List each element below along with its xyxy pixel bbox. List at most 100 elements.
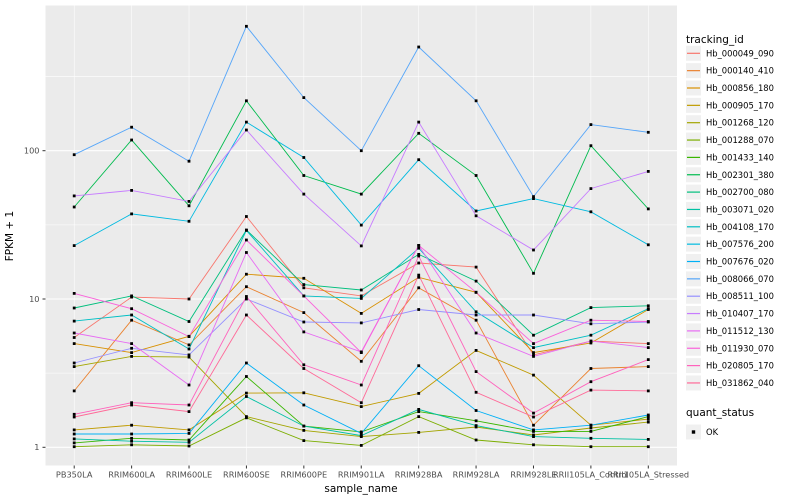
legend-item-Hb_011930_070: Hb_011930_070	[686, 340, 774, 356]
x-tick-label: RRIM928BA	[395, 470, 443, 480]
data-point	[130, 355, 133, 358]
data-point	[130, 403, 133, 407]
data-point	[589, 388, 593, 392]
data-point	[417, 308, 421, 311]
legend-item-Hb_008511_100: Hb_008511_100	[686, 288, 774, 304]
data-point	[245, 272, 248, 276]
data-point	[417, 415, 421, 418]
data-point	[532, 355, 535, 358]
data-point	[474, 313, 478, 317]
x-tick-label: RRII105LA_Stressed	[607, 470, 689, 480]
data-point	[532, 353, 535, 357]
data-point	[187, 444, 191, 448]
data-point	[359, 401, 363, 405]
data-point	[72, 153, 76, 157]
data-point	[130, 423, 133, 427]
legend-quant-key: OK	[686, 424, 719, 440]
data-point	[474, 265, 478, 269]
data-point	[72, 205, 76, 209]
data-point	[474, 390, 478, 394]
data-point	[646, 320, 650, 323]
data-point	[417, 408, 421, 411]
data-point	[187, 343, 191, 347]
data-point	[417, 131, 421, 135]
data-point	[72, 342, 76, 345]
data-point	[302, 320, 306, 324]
data-point	[474, 99, 478, 103]
data-point	[532, 430, 535, 433]
data-point	[245, 375, 248, 378]
data-point	[302, 96, 306, 99]
data-point	[417, 286, 421, 290]
data-point	[646, 415, 650, 418]
data-point	[532, 443, 535, 447]
data-point	[130, 443, 133, 447]
data-point	[646, 346, 650, 349]
data-point	[302, 192, 306, 196]
x-tick-label: RRIM600PE	[281, 470, 328, 480]
data-point	[417, 45, 421, 49]
data-point	[359, 192, 363, 196]
data-point	[72, 428, 76, 432]
data-point	[359, 434, 363, 437]
legend-item-Hb_020805_170: Hb_020805_170	[686, 358, 774, 374]
data-point	[417, 364, 421, 368]
data-point	[187, 383, 191, 387]
data-point	[417, 275, 421, 279]
data-point	[72, 441, 76, 445]
data-point	[474, 290, 478, 294]
data-point	[130, 432, 133, 436]
data-point	[187, 428, 191, 432]
data-point	[474, 209, 478, 213]
data-point	[187, 353, 191, 357]
data-point	[302, 156, 306, 159]
data-point	[532, 433, 535, 437]
data-point	[187, 440, 191, 444]
data-point	[417, 244, 421, 247]
data-point	[359, 430, 363, 434]
data-point	[302, 363, 306, 367]
data-point	[302, 294, 306, 298]
data-point	[532, 411, 535, 415]
data-point	[646, 170, 650, 173]
y-axis-title: FPKM + 1	[4, 211, 16, 261]
data-point	[245, 361, 248, 365]
data-point	[72, 415, 76, 419]
data-point	[359, 321, 363, 325]
y-tick-label: 1	[34, 442, 39, 452]
data-point	[474, 424, 478, 427]
data-point	[417, 120, 421, 124]
data-point	[589, 333, 593, 337]
data-point	[302, 174, 306, 177]
data-point	[130, 351, 133, 354]
legend-item-label: Hb_031862_040	[706, 378, 774, 388]
x-tick-label: RRIM600SE	[223, 470, 270, 480]
legend-item-label: Hb_011512_130	[706, 326, 774, 336]
data-point	[646, 445, 650, 449]
data-point	[187, 200, 191, 203]
data-point	[245, 24, 248, 28]
data-point	[417, 273, 421, 277]
data-point	[359, 432, 363, 435]
data-point	[589, 341, 593, 345]
data-point	[302, 367, 306, 370]
data-point	[359, 149, 363, 153]
quant-ok-square-icon	[691, 430, 696, 434]
data-point	[72, 319, 76, 323]
data-point	[589, 367, 593, 370]
data-point	[417, 261, 421, 265]
data-point	[474, 310, 478, 314]
data-point	[474, 370, 478, 373]
data-point	[589, 436, 593, 440]
x-tick-label: RRIM928LA	[453, 470, 500, 480]
data-point	[359, 312, 363, 315]
data-point	[589, 123, 593, 126]
data-point	[245, 128, 248, 132]
data-point	[474, 279, 478, 283]
data-point	[245, 313, 248, 317]
x-tick-label: RRIM928LE	[510, 470, 556, 480]
data-point	[302, 311, 306, 314]
data-point	[474, 331, 478, 335]
y-tick-label: 10	[29, 294, 39, 304]
data-point	[187, 438, 191, 442]
